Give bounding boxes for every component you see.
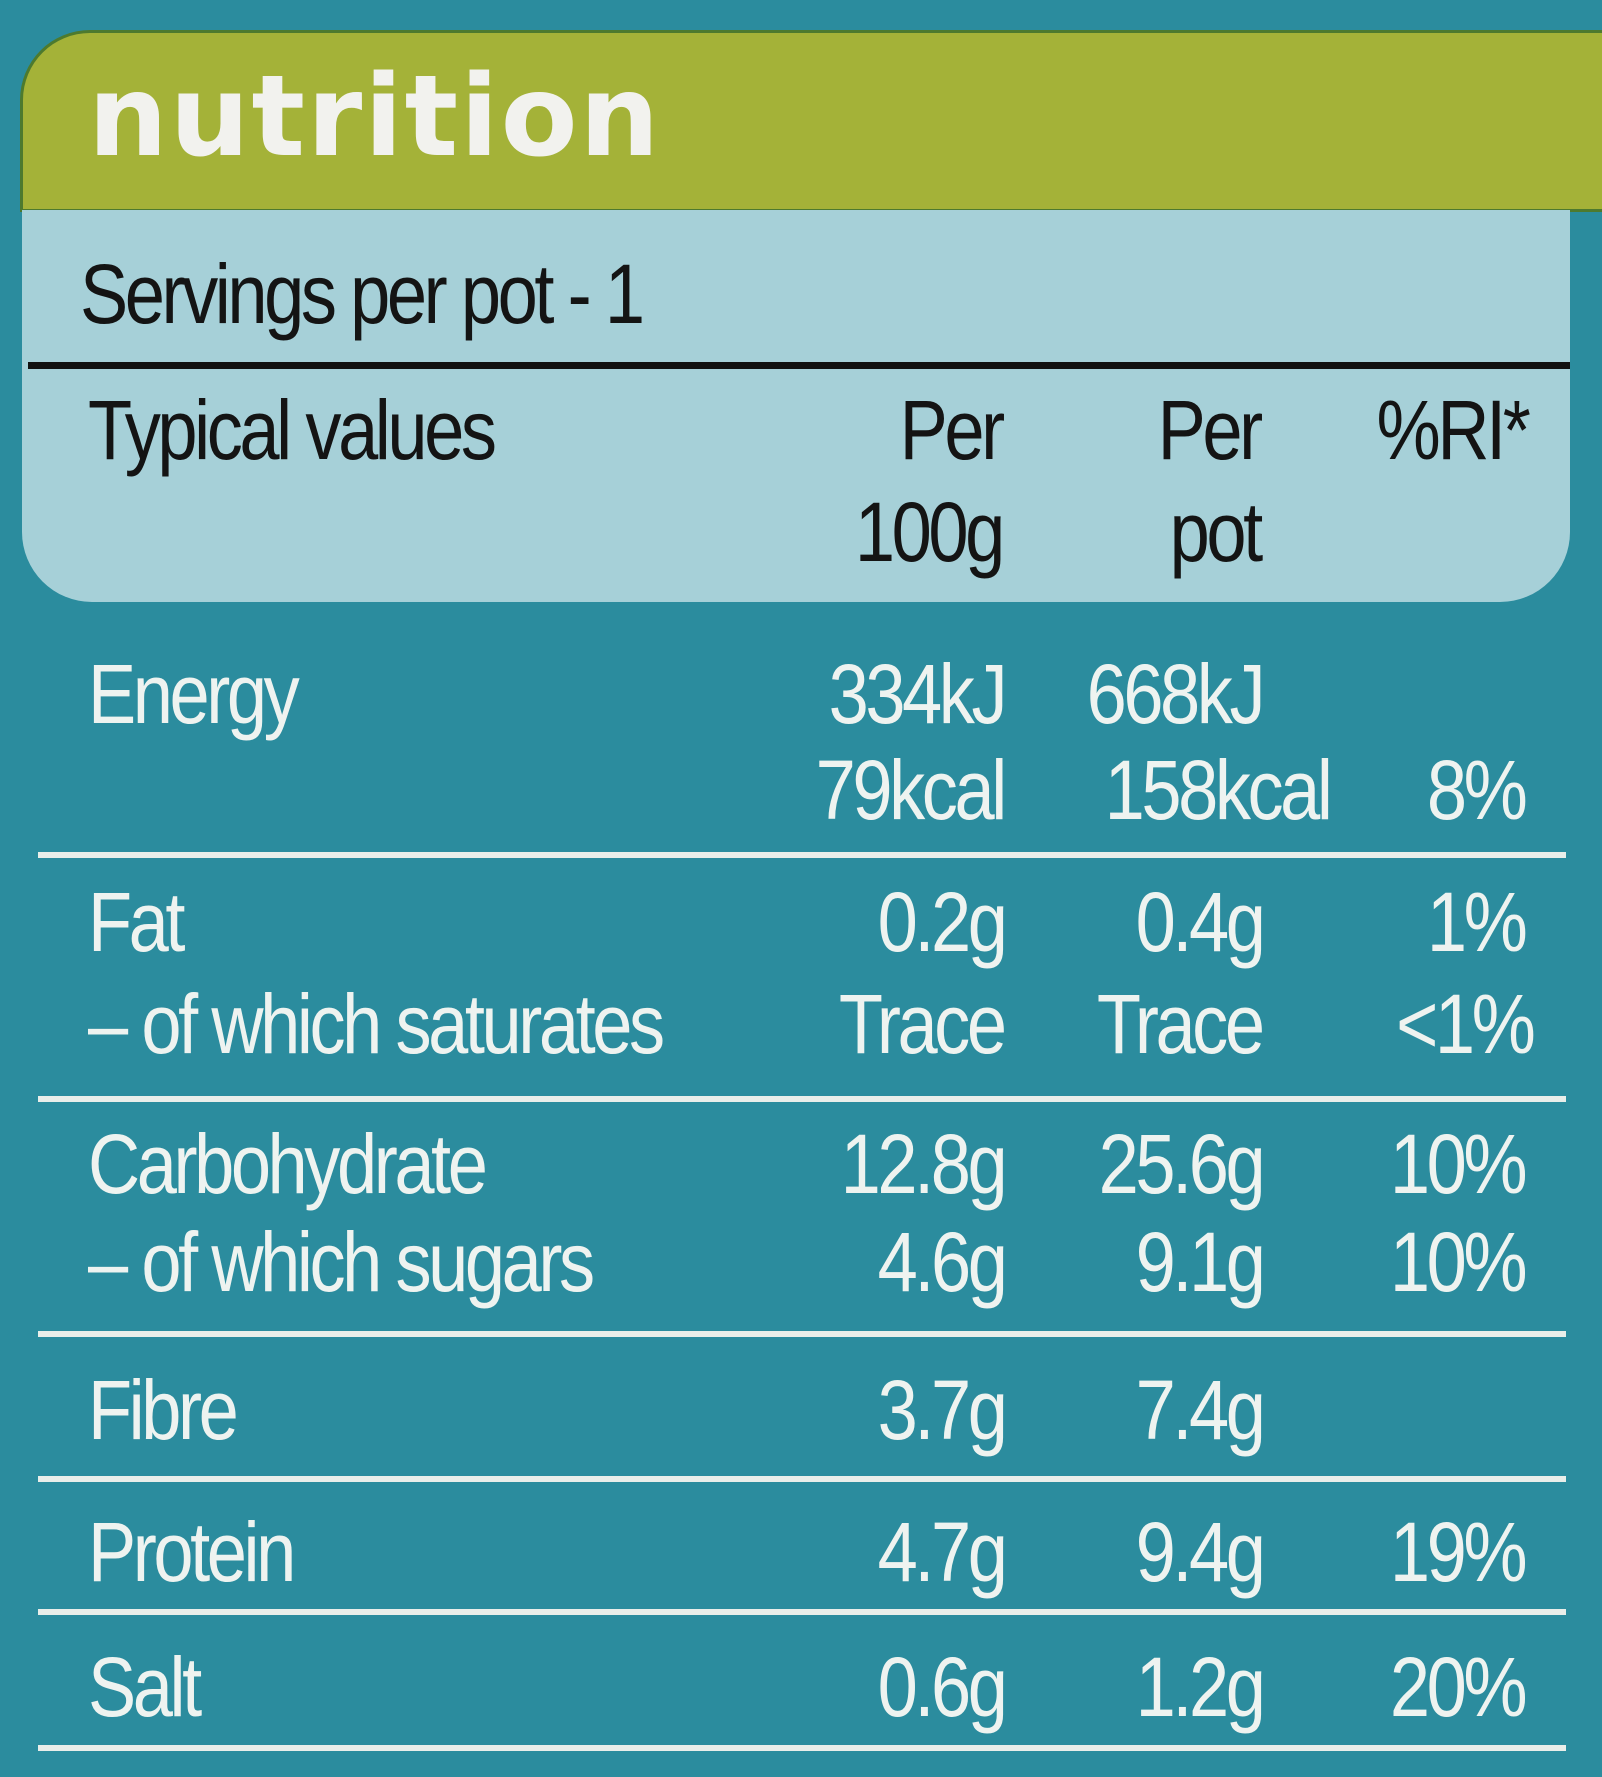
- row-per-pot: Trace: [1097, 977, 1265, 1071]
- header-ri: %RI*: [1376, 383, 1530, 477]
- row-per-pot: 158kcal: [1105, 743, 1333, 837]
- row-per100g: 4.7g: [877, 1505, 1007, 1599]
- row-label: Protein: [88, 1505, 296, 1599]
- row-ri: 10%: [1389, 1117, 1528, 1211]
- row-divider: [38, 852, 1566, 858]
- row-divider: [38, 1096, 1566, 1102]
- row-per100g: 4.6g: [877, 1215, 1007, 1309]
- row-per-pot: 9.4g: [1135, 1505, 1265, 1599]
- row-divider: [38, 1745, 1566, 1751]
- row-ri: 19%: [1389, 1505, 1528, 1599]
- row-divider: [38, 1331, 1566, 1337]
- row-label: – of which sugars: [88, 1215, 595, 1309]
- row-label: – of which saturates: [88, 977, 665, 1071]
- row-label: Fat: [88, 875, 186, 969]
- row-per100g: 0.6g: [877, 1640, 1007, 1734]
- label-title: nutrition: [88, 52, 662, 182]
- row-per100g: Trace: [839, 977, 1007, 1071]
- row-label: Fibre: [88, 1363, 239, 1457]
- row-per-pot: 7.4g: [1135, 1363, 1265, 1457]
- row-ri: <1%: [1395, 977, 1536, 1071]
- row-per100g: 0.2g: [877, 875, 1007, 969]
- row-divider: [38, 1476, 1566, 1482]
- row-label: Salt: [88, 1640, 202, 1734]
- header-panel: [22, 210, 1570, 602]
- row-per-pot: 0.4g: [1135, 875, 1265, 969]
- row-per-pot: 668kJ: [1086, 647, 1265, 741]
- row-ri: 8%: [1426, 743, 1527, 837]
- header-perpot-line1: Per: [1157, 383, 1264, 477]
- row-ri: 10%: [1389, 1215, 1528, 1309]
- row-per-pot: 25.6g: [1098, 1117, 1265, 1211]
- header-per100-line2: 100g: [855, 485, 1005, 579]
- header-per100-line1: Per: [899, 383, 1006, 477]
- row-per100g: 79kcal: [815, 743, 1008, 837]
- row-label: Energy: [88, 647, 300, 741]
- row-per100g: 334kJ: [828, 647, 1007, 741]
- header-typical-values: Typical values: [88, 383, 497, 477]
- row-per-pot: 9.1g: [1135, 1215, 1265, 1309]
- row-per100g: 3.7g: [877, 1363, 1007, 1457]
- row-divider: [38, 1609, 1566, 1615]
- servings-text: Servings per pot - 1: [80, 247, 645, 341]
- row-ri: 20%: [1389, 1640, 1528, 1734]
- row-per100g: 12.8g: [840, 1117, 1007, 1211]
- row-per-pot: 1.2g: [1135, 1640, 1265, 1734]
- row-ri: 1%: [1426, 875, 1527, 969]
- title-band: [20, 30, 1602, 212]
- header-divider: [28, 362, 1570, 369]
- row-label: Carbohydrate: [88, 1117, 488, 1211]
- header-perpot-line2: pot: [1169, 485, 1264, 579]
